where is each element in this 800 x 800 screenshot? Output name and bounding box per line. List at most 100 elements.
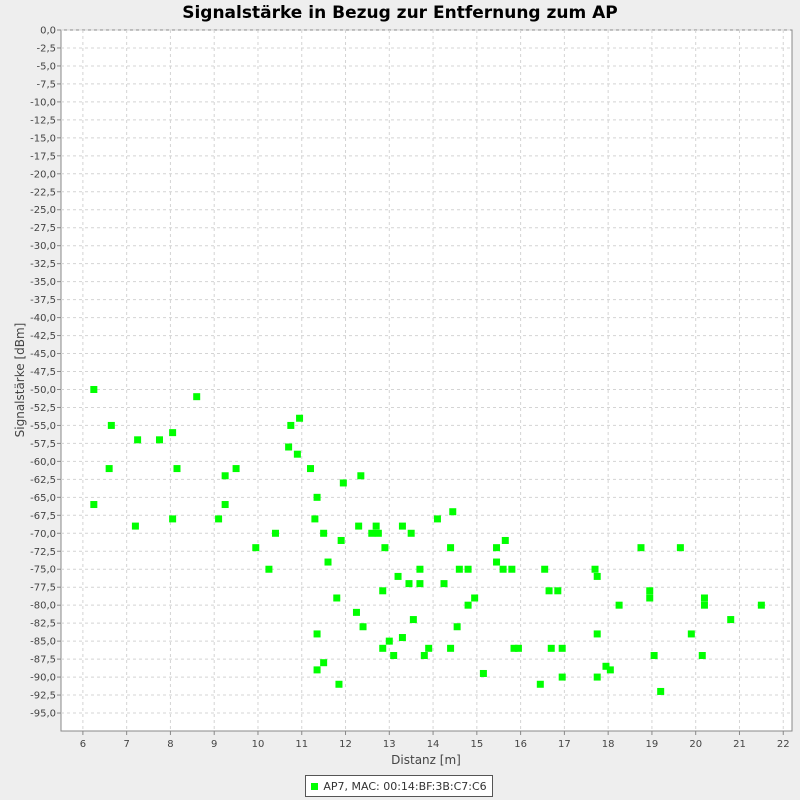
legend-swatch [311,782,319,790]
data-point [547,644,555,652]
x-tick-label: 21 [733,739,746,750]
data-point [650,652,658,660]
x-tick-label: 8 [167,739,173,750]
y-tick-label: -92,5 [30,691,56,702]
data-point [536,680,544,688]
data-point [558,644,566,652]
data-point [646,587,654,595]
data-point [514,644,522,652]
data-point [335,680,343,688]
data-point [324,558,332,566]
y-tick-label: -95,0 [30,709,56,720]
data-point [657,687,665,695]
data-point [727,616,735,624]
data-point [425,644,433,652]
x-tick-label: 17 [558,739,571,750]
data-point [379,587,387,595]
y-tick-label: -22,5 [30,187,56,198]
data-point [471,594,479,602]
x-tick-label: 7 [123,739,129,750]
y-tick-label: -5,0 [36,61,56,72]
y-tick-label: -60,0 [30,457,56,468]
data-point [398,522,406,530]
data-point [449,508,457,516]
data-point [499,565,507,573]
data-point [232,465,240,473]
y-tick-label: -27,5 [30,223,56,234]
data-point [447,644,455,652]
data-point [615,601,623,609]
y-tick-label: -67,5 [30,511,56,522]
data-point [313,630,321,638]
y-tick-label: -70,0 [30,529,56,540]
x-tick-label: 20 [689,739,702,750]
data-point [593,673,601,681]
legend-label: AP7, MAC: 00:14:BF:3B:C7:C6 [323,779,487,793]
data-point [416,565,424,573]
y-tick-label: -77,5 [30,583,56,594]
legend: AP7, MAC: 00:14:BF:3B:C7:C6 [305,775,493,797]
y-tick-label: -25,0 [30,205,56,216]
x-tick-label: 18 [602,739,615,750]
data-point [757,601,765,609]
data-point [405,580,413,588]
plot-area [60,29,793,732]
data-point [285,443,293,451]
data-point [107,421,115,429]
y-axis: 0,0 -2,5 -5,0 -7,5 -10,0 -12,5 -15,0 -17,5 -20,0… [30,26,61,720]
data-point [193,393,201,401]
data-point [355,522,363,530]
data-point [134,436,142,444]
x-tick-label: 9 [211,739,217,750]
y-tick-label: -72,5 [30,547,56,558]
data-point [700,594,708,602]
data-point [252,544,260,552]
x-axis: 6 7 8 9 10 11 12 13 14 15 16 17 18 19 20 21 22 [80,731,790,750]
y-tick-label: -62,5 [30,475,56,486]
data-point [637,544,645,552]
data-point [558,673,566,681]
y-tick-label: -35,0 [30,277,56,288]
data-point [493,558,501,566]
data-point [394,572,402,580]
y-tick-label: -10,0 [30,97,56,108]
data-point [398,634,406,642]
y-tick-label: -87,5 [30,655,56,666]
x-tick-label: 19 [646,739,659,750]
x-tick-label: 6 [80,739,86,750]
y-tick-label: -80,0 [30,601,56,612]
data-point [385,637,393,645]
data-point [131,522,139,530]
y-tick-label: -85,0 [30,637,56,648]
data-point [320,529,328,537]
data-point [359,623,367,631]
data-point [337,536,345,544]
data-point [169,515,177,523]
y-tick-label: -50,0 [30,385,56,396]
data-point [169,429,177,437]
data-point [90,501,98,509]
data-point [464,601,472,609]
y-tick-label: -57,5 [30,439,56,450]
data-point [510,644,518,652]
y-tick-label: -20,0 [30,169,56,180]
data-point [698,652,706,660]
x-tick-label: 12 [339,739,352,750]
data-point [287,421,295,429]
data-point [215,515,223,523]
data-point [313,493,321,501]
data-point [455,565,463,573]
data-point [271,529,279,537]
y-tick-label: -37,5 [30,295,56,306]
y-axis-label: Signalstärke [dBm] [13,323,27,438]
data-point [591,565,599,573]
data-point [464,565,472,573]
data-point [352,608,360,616]
x-tick-label: 22 [777,739,790,750]
y-tick-label: -30,0 [30,241,56,252]
y-tick-label: 0,0 [40,26,56,37]
data-point [155,436,163,444]
y-tick-label: -55,0 [30,421,56,432]
data-point [221,501,229,509]
